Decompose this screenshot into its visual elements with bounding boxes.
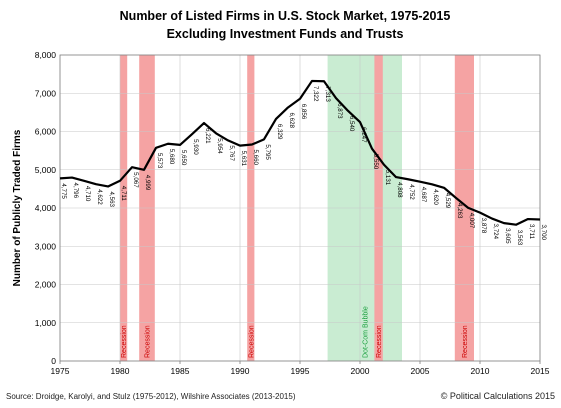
copyright-note: © Political Calculations 2015 — [441, 391, 555, 401]
band-label-5: Recession — [462, 325, 469, 358]
data-label: 6,856 — [300, 104, 307, 120]
x-tick-label: 1975 — [51, 366, 70, 376]
data-label: 4,796 — [72, 183, 79, 199]
series-line — [59, 79, 541, 226]
y-tick-label: 2,000 — [35, 280, 57, 290]
data-label: 4,808 — [396, 182, 403, 198]
data-label: 5,795 — [264, 144, 271, 160]
data-label: 3,700 — [540, 224, 547, 240]
y-axis-label: Number of Publicly Traded Firms — [12, 129, 23, 286]
data-label: 5,067 — [132, 172, 139, 188]
y-tick-label: 4,000 — [35, 203, 57, 213]
data-label: 4,620 — [432, 189, 439, 205]
data-label: 5,767 — [228, 145, 235, 161]
data-label: 7,313 — [324, 86, 331, 102]
data-label: 6,628 — [288, 112, 295, 128]
y-tick-label: 6,000 — [35, 127, 57, 137]
y-tick-label: 3,000 — [35, 241, 57, 251]
data-label: 4,711 — [120, 186, 127, 202]
data-label: 6,329 — [276, 124, 283, 140]
y-tick-label: 5,000 — [35, 165, 57, 175]
data-label: 6,221 — [204, 128, 211, 144]
y-tick-label: 7,000 — [35, 88, 57, 98]
data-label: 5,573 — [156, 153, 163, 169]
data-label: 3,605 — [504, 228, 511, 244]
data-label: 5,631 — [240, 151, 247, 167]
band-label-1: Recession — [145, 325, 152, 358]
data-label: 3,724 — [492, 224, 499, 240]
data-label: 5,954 — [216, 138, 223, 154]
data-label: 5,660 — [252, 150, 259, 166]
data-label: 4,263 — [456, 203, 463, 219]
data-labels: 4,775 4,796 4,710 4,622 4,563 4,711 5,067 4,999… — [60, 86, 547, 246]
chart-subtitle: Excluding Investment Funds and Trusts — [167, 27, 404, 41]
x-tick-label: 1990 — [231, 366, 250, 376]
x-axis: 1975 1980 1985 1990 1995 2000 2005 2010 2015 — [51, 361, 550, 376]
data-label: 5,930 — [192, 139, 199, 155]
band-label-0: Recession — [121, 325, 128, 358]
data-label: 6,247 — [360, 127, 367, 143]
data-label: 4,710 — [84, 186, 91, 202]
x-tick-label: 2010 — [471, 366, 490, 376]
data-label: 3,878 — [480, 218, 487, 234]
data-label: 5,650 — [180, 150, 187, 166]
data-label: 5,680 — [168, 149, 175, 165]
band-label-4: Recession — [376, 325, 383, 358]
chart-title: Number of Listed Firms in U.S. Stock Mar… — [120, 9, 451, 23]
data-label: 4,529 — [444, 193, 451, 209]
data-label: 4,687 — [420, 187, 427, 203]
data-label: 4,563 — [108, 191, 115, 207]
y-tick-label: 8,000 — [35, 50, 57, 60]
data-label: 5,550 — [372, 154, 379, 170]
band-label-2: Recession — [248, 325, 255, 358]
x-tick-label: 1995 — [291, 366, 310, 376]
data-label: 4,775 — [60, 183, 67, 199]
data-label: 6,873 — [336, 103, 343, 119]
x-tick-label: 1980 — [111, 366, 130, 376]
data-label: 5,131 — [384, 170, 391, 186]
y-axis: 0 1,000 2,000 3,000 4,000 5,000 6,000 7,000 8,00… — [35, 50, 57, 366]
y-tick-label: 1,000 — [35, 318, 57, 328]
data-label: 7,322 — [312, 86, 319, 102]
data-label: 4,752 — [408, 184, 415, 200]
x-tick-label: 2000 — [351, 366, 370, 376]
band-label-3: Dot-Com Bubble — [362, 306, 369, 358]
data-label: 3,711 — [528, 224, 535, 240]
data-label: 6,540 — [348, 116, 355, 132]
x-tick-label: 2015 — [531, 366, 550, 376]
band-labels: Recession Recession Recession Dot-Com Bubbl… — [121, 306, 469, 358]
data-label: 4,999 — [144, 175, 151, 191]
y-tick-label: 0 — [51, 356, 56, 366]
source-note: Source: Droidge, Karolyi, and Stulz (197… — [6, 392, 296, 401]
data-label: 3,563 — [516, 230, 523, 246]
data-label: 4,622 — [96, 189, 103, 205]
data-label: 4,007 — [468, 213, 475, 229]
x-tick-label: 2005 — [411, 366, 430, 376]
x-tick-label: 1985 — [171, 366, 190, 376]
